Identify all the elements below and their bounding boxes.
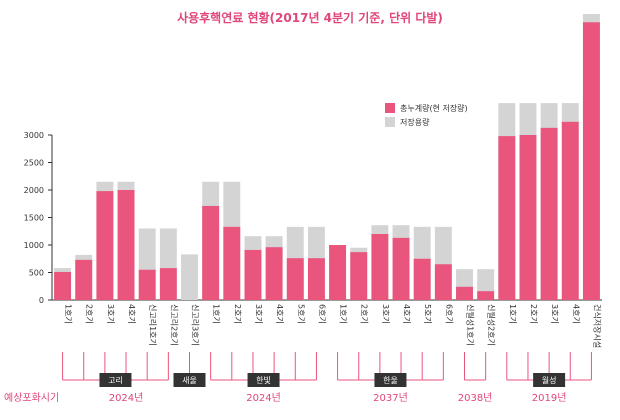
group-label: 새울	[182, 376, 197, 385]
bar	[392, 237, 410, 300]
x-tick-label: 2호기	[529, 304, 538, 324]
group-year: 2019년	[532, 392, 567, 404]
bar	[519, 135, 537, 300]
x-tick-label: 2호기	[360, 304, 369, 324]
x-tick-label: 1호기	[212, 304, 221, 324]
group-label: 고리	[108, 376, 123, 385]
bar	[413, 258, 431, 300]
bar	[202, 205, 220, 300]
legend-label: 총누계량(현 저장량)	[400, 103, 468, 113]
x-tick-label: 4호기	[571, 304, 580, 324]
group-label: 월성	[542, 375, 557, 385]
y-tick-label: 3000	[24, 131, 44, 140]
x-tick-label: 1호기	[64, 304, 73, 324]
y-tick-label: 2500	[24, 159, 44, 168]
bar	[223, 226, 241, 300]
x-tick-label: 5호기	[423, 304, 432, 324]
x-tick-label: 6호기	[317, 304, 326, 324]
group-year: 2024년	[109, 392, 144, 404]
group-year: 2024년	[246, 392, 281, 404]
x-tick-label: 3호기	[550, 304, 559, 324]
x-tick-label: 2호기	[85, 304, 94, 324]
x-tick-label: 1호기	[339, 304, 348, 324]
bar	[75, 259, 93, 300]
x-tick-label: 신고리2호기	[169, 304, 178, 346]
y-tick-label: 500	[29, 269, 44, 278]
legend-label: 저장용량	[400, 117, 430, 127]
group-box	[247, 373, 280, 387]
legend-swatch	[385, 103, 395, 113]
bar	[265, 247, 283, 300]
bar	[54, 271, 72, 300]
x-tick-label: 6호기	[444, 304, 453, 324]
x-tick-label: 건식저장시설	[592, 304, 602, 348]
x-tick-label: 신고리1호기	[148, 304, 157, 346]
bar	[159, 268, 177, 300]
bar	[371, 234, 389, 300]
group-label: 한울	[383, 376, 398, 385]
bar	[117, 190, 135, 300]
group-box	[173, 373, 206, 387]
bar	[434, 264, 452, 300]
bar	[244, 249, 262, 300]
group-box	[374, 373, 407, 387]
group-year: 2038년	[458, 392, 493, 404]
x-tick-label: 신월성2호기	[487, 304, 497, 346]
bar	[307, 258, 325, 300]
bar	[498, 136, 516, 300]
x-tick-label: 신월성1호기	[466, 304, 476, 346]
chart-title: 사용후핵연료 현황(2017년 4분기 기준, 단위 다발)	[177, 10, 443, 25]
bar	[138, 269, 156, 300]
bar	[350, 252, 368, 300]
x-tick-label: 신고리3호기	[191, 304, 200, 346]
x-tick-label: 3호기	[106, 304, 115, 324]
saturation-label: 예상포화시기	[4, 392, 59, 404]
bar	[329, 245, 347, 300]
x-tick-label: 1호기	[508, 304, 517, 324]
x-tick-label: 2호기	[233, 304, 242, 324]
x-tick-label: 3호기	[381, 304, 390, 324]
y-tick-label: 1000	[24, 241, 44, 250]
y-tick-label: 0	[39, 296, 44, 305]
bar	[582, 22, 600, 300]
bar	[181, 254, 198, 300]
group-label: 한빛	[256, 375, 271, 385]
group-box	[533, 373, 566, 387]
x-tick-label: 5호기	[296, 304, 305, 324]
x-tick-label: 4호기	[275, 304, 284, 324]
group-box	[99, 373, 132, 387]
bar	[540, 127, 558, 300]
x-tick-label: 3호기	[254, 304, 263, 324]
y-tick-label: 2000	[24, 186, 44, 195]
group-year: 2037년	[373, 392, 408, 404]
legend-swatch	[385, 117, 395, 127]
y-tick-label: 1500	[24, 214, 44, 223]
bar	[96, 191, 114, 300]
x-tick-label: 4호기	[127, 304, 136, 324]
bar	[456, 286, 473, 300]
bar	[286, 258, 304, 300]
bar	[561, 121, 579, 300]
x-tick-label: 4호기	[402, 304, 411, 324]
bar	[477, 291, 495, 300]
